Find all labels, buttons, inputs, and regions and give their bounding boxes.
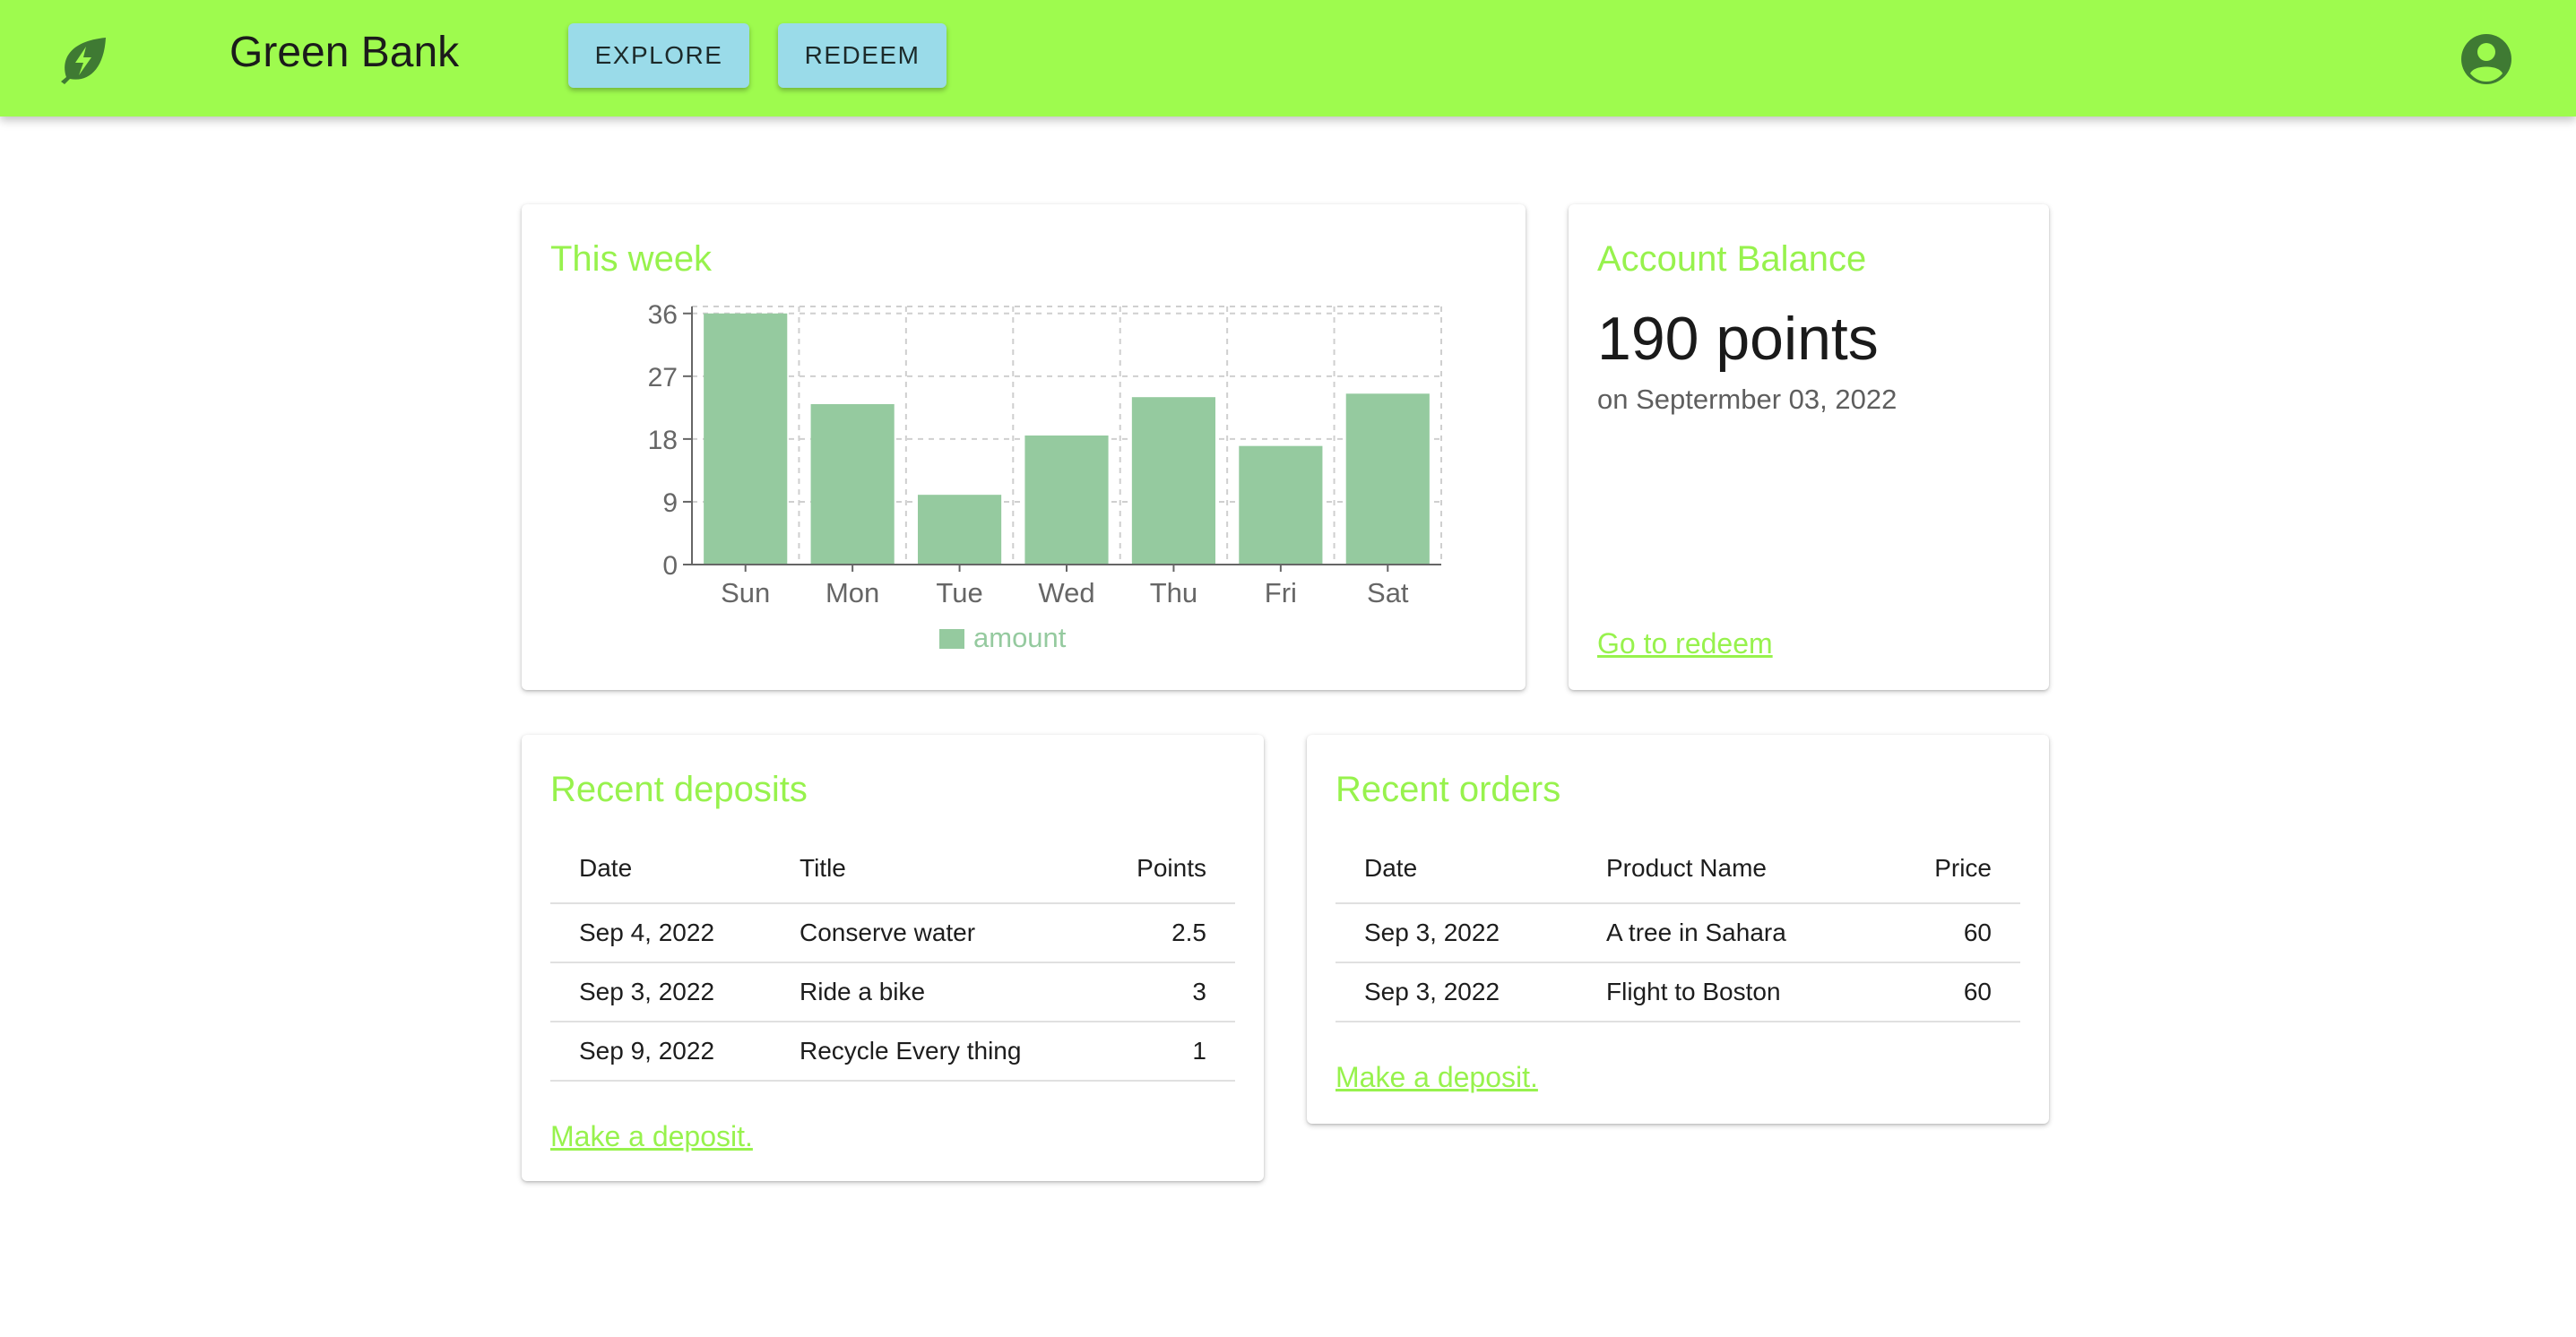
bar — [1024, 436, 1109, 565]
deposit-title: Ride a bike — [771, 962, 1090, 1022]
bar — [917, 495, 1002, 565]
make-deposit-link[interactable]: Make a deposit. — [550, 1120, 753, 1152]
order-price: 60 — [1876, 962, 2020, 1022]
order-date: Sep 3, 2022 — [1336, 903, 1578, 963]
y-tick-label: 0 — [662, 551, 678, 581]
bar — [704, 313, 788, 565]
table-row: Sep 9, 2022 Recycle Every thing 1 — [550, 1022, 1235, 1082]
deposit-title: Recycle Every thing — [771, 1022, 1090, 1082]
bar — [1239, 445, 1323, 565]
account-circle-icon[interactable] — [2459, 32, 2513, 86]
deposit-points: 2.5 — [1089, 903, 1235, 963]
balance-date: on Septermber 03, 2022 — [1597, 384, 1897, 415]
recent-orders-title: Recent orders — [1336, 770, 1561, 809]
bar — [1131, 397, 1216, 565]
deposit-points: 3 — [1089, 962, 1235, 1022]
this-week-card: This week 0 9 18 27 36 Sun Mon Tue Wed Thu Fri Sat a… — [522, 204, 1526, 690]
y-tick-label: 27 — [648, 363, 678, 392]
column-header-date: Date — [550, 833, 771, 904]
app-bar: Green Bank EXPLORE REDEEM — [0, 0, 2576, 116]
deposit-date: Sep 4, 2022 — [550, 903, 771, 963]
orders-table: Date Product Name Price Sep 3, 2022 A tr… — [1336, 833, 2020, 1022]
make-deposit-link-orders[interactable]: Make a deposit. — [1336, 1061, 1538, 1093]
table-row: Sep 3, 2022 Flight to Boston 60 — [1336, 962, 2020, 1022]
leaf-bolt-icon[interactable] — [57, 34, 109, 86]
orders-header-row: Date Product Name Price — [1336, 833, 2020, 904]
x-tick-label: Tue — [936, 577, 982, 608]
account-balance-title: Account Balance — [1597, 239, 1867, 279]
x-tick-label: Fri — [1265, 577, 1297, 608]
account-balance-card: Account Balance 190 points on Septermber… — [1569, 204, 2049, 690]
deposit-title: Conserve water — [771, 903, 1090, 963]
order-product: A tree in Sahara — [1578, 903, 1877, 963]
deposit-points: 1 — [1089, 1022, 1235, 1082]
redeem-button[interactable]: REDEEM — [778, 23, 947, 88]
order-price: 60 — [1876, 903, 2020, 963]
y-tick-label: 18 — [648, 426, 678, 455]
weekly-bar-chart: 0 9 18 27 36 Sun Mon Tue Wed Thu Fri Sat amount — [648, 300, 1442, 653]
x-tick-label: Sat — [1367, 577, 1409, 608]
deposit-date: Sep 9, 2022 — [550, 1022, 771, 1082]
bar — [1345, 393, 1430, 565]
y-tick-label: 9 — [662, 488, 678, 518]
legend-swatch — [939, 629, 964, 649]
balance-value: 190 points — [1597, 305, 1879, 373]
go-to-redeem-link[interactable]: Go to redeem — [1597, 627, 1773, 660]
x-tick-label: Wed — [1038, 577, 1094, 608]
deposits-header-row: Date Title Points — [550, 833, 1235, 904]
x-tick-label: Thu — [1150, 577, 1197, 608]
deposit-date: Sep 3, 2022 — [550, 962, 771, 1022]
explore-button[interactable]: EXPLORE — [568, 23, 749, 88]
recent-orders-card: Recent orders Date Product Name Price Se… — [1307, 735, 2049, 1124]
table-row: Sep 4, 2022 Conserve water 2.5 — [550, 903, 1235, 963]
y-tick-label: 36 — [648, 300, 678, 330]
column-header-product-name: Product Name — [1578, 833, 1877, 904]
column-header-date: Date — [1336, 833, 1578, 904]
x-tick-label: Mon — [826, 577, 879, 608]
x-tick-label: Sun — [721, 577, 770, 608]
deposits-table: Date Title Points Sep 4, 2022 Conserve w… — [550, 833, 1235, 1082]
column-header-price: Price — [1876, 833, 2020, 904]
recent-deposits-title: Recent deposits — [550, 770, 808, 809]
column-header-points: Points — [1089, 833, 1235, 904]
column-header-title: Title — [771, 833, 1090, 904]
this-week-title: This week — [550, 239, 713, 279]
order-date: Sep 3, 2022 — [1336, 962, 1578, 1022]
recent-deposits-card: Recent deposits Date Title Points Sep 4,… — [522, 735, 1264, 1181]
legend-label: amount — [973, 622, 1067, 653]
table-row: Sep 3, 2022 A tree in Sahara 60 — [1336, 903, 2020, 963]
bar — [810, 403, 895, 565]
brand-title: Green Bank — [229, 29, 460, 76]
order-product: Flight to Boston — [1578, 962, 1877, 1022]
table-row: Sep 3, 2022 Ride a bike 3 — [550, 962, 1235, 1022]
